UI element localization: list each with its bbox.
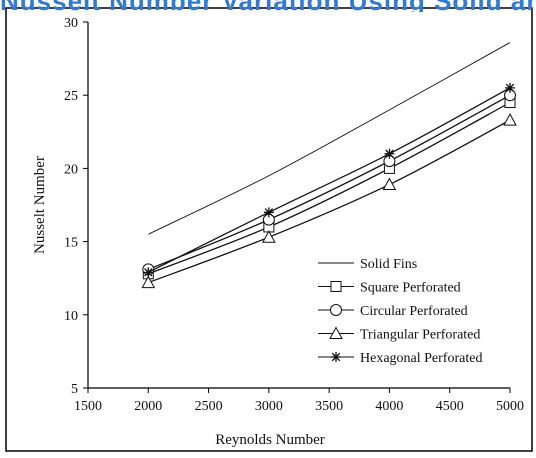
legend-swatch-marker [331, 352, 341, 362]
series-line [147, 87, 511, 273]
x-tick-label: 2000 [134, 399, 162, 414]
legend-swatch-marker [329, 326, 343, 339]
data-point-strokes [384, 148, 395, 159]
x-tick-label: 5000 [496, 399, 524, 414]
series-solid-fins [148, 42, 511, 235]
x-tick-label: 3000 [255, 399, 283, 414]
axes: 1500 2000 2500 3000 3500 4000 4500 5000 5 10 15 20 2… [64, 16, 524, 414]
y-tick-label: 25 [64, 89, 78, 104]
data-point [505, 82, 515, 93]
x-tick-label: 4000 [375, 399, 403, 414]
x-tick-label: 3500 [315, 399, 343, 414]
x-tick-label: 4500 [436, 399, 464, 414]
legend-item: Hexagonal Perforated [318, 351, 482, 366]
x-tick-label: 1500 [74, 399, 102, 414]
legend-swatch-marker-strokes [331, 352, 341, 362]
data-point-strokes [263, 207, 274, 218]
data-point [141, 275, 156, 289]
cropped-heading: Nusselt Number Variation Using Solid and… [0, 0, 536, 12]
legend-item: Circular Perforated [318, 304, 468, 319]
legend-item: Solid Fins [318, 257, 417, 272]
series-group [141, 42, 517, 289]
y-tick-label: 20 [64, 162, 78, 177]
legend: Solid Fins Square Perforated Circular Perf… [318, 257, 482, 366]
series-line [148, 94, 511, 271]
data-point [262, 230, 276, 243]
data-point [503, 113, 517, 126]
series-hexagonal-perforated [143, 82, 515, 278]
y-tick-label: 5 [71, 382, 78, 397]
legend-label: Hexagonal Perforated [360, 351, 482, 366]
legend-swatch-marker [330, 281, 342, 292]
series-line [148, 101, 511, 275]
data-point [263, 207, 274, 218]
series-square-perforated [142, 97, 516, 280]
x-tick-label: 2500 [195, 399, 223, 414]
legend-swatch-marker [330, 304, 342, 316]
legend-item: Square Perforated [318, 281, 461, 296]
legend-label: Solid Fins [360, 257, 417, 272]
y-axis-title: Nusselt Number [32, 156, 48, 254]
data-point [143, 267, 154, 278]
cropped-heading-text: Nusselt Number Variation Using Solid and… [0, 0, 536, 12]
x-axis-title: Reynolds Number [215, 432, 325, 448]
data-point-strokes [143, 267, 154, 278]
data-point [382, 177, 397, 191]
y-tick-label: 10 [64, 309, 78, 324]
legend-label: Triangular Perforated [360, 328, 480, 343]
legend-item: Triangular Perforated [318, 326, 480, 343]
series-line [148, 119, 511, 284]
y-tick-label: 15 [64, 236, 78, 251]
series-line [148, 42, 511, 235]
legend-label: Square Perforated [360, 281, 461, 296]
data-point-strokes [505, 82, 515, 93]
data-point [384, 148, 395, 159]
y-tick-label: 30 [64, 16, 78, 31]
figure-frame [5, 7, 533, 452]
legend-label: Circular Perforated [360, 304, 468, 319]
series-triangular-perforated [141, 113, 517, 289]
